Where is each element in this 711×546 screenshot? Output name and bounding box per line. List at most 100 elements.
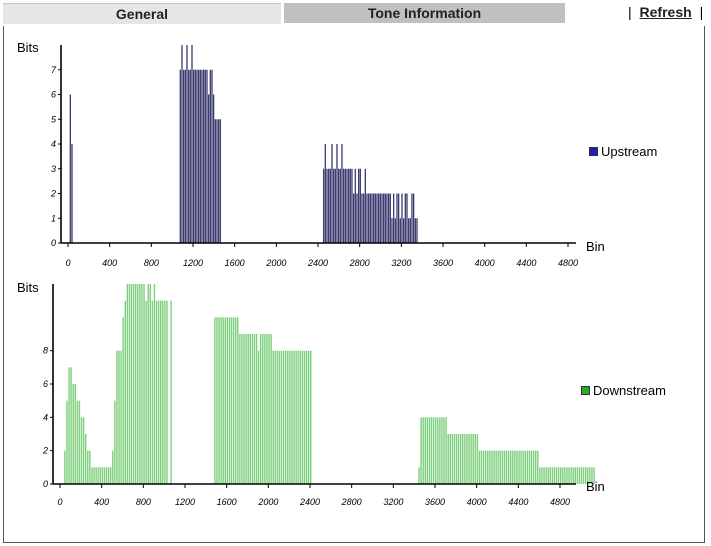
downstream-x-tick-label: 800 <box>136 497 151 507</box>
downstream-bar <box>420 417 422 484</box>
downstream-bar <box>557 467 560 484</box>
downstream-bar <box>478 450 481 484</box>
downstream-bar <box>541 467 543 484</box>
downstream-bar <box>220 317 222 484</box>
downstream-bar <box>280 350 283 484</box>
downstream-bar <box>451 434 454 484</box>
upstream-y-tick-label: 2 <box>50 189 56 199</box>
upstream-bar <box>204 69 206 243</box>
downstream-bar <box>214 317 216 484</box>
downstream-bar <box>430 417 433 484</box>
upstream-bar <box>388 193 390 243</box>
upstream-bar <box>189 69 191 243</box>
downstream-bar <box>72 384 74 484</box>
downstream-bar <box>418 467 420 484</box>
downstream-bar <box>153 284 156 484</box>
upstream-bar <box>326 168 328 243</box>
downstream-bar <box>239 334 241 484</box>
upstream-bar <box>389 193 391 243</box>
downstream-bar <box>266 334 268 484</box>
downstream-bar <box>507 450 510 484</box>
downstream-bar <box>157 300 160 484</box>
downstream-bar <box>295 350 297 484</box>
upstream-bar <box>368 193 370 243</box>
downstream-bar <box>80 417 83 484</box>
upstream-bar <box>403 218 405 243</box>
upstream-bar <box>364 168 366 243</box>
upstream-bar <box>71 144 73 243</box>
downstream-bar <box>449 434 451 484</box>
upstream-bar <box>199 69 201 243</box>
downstream-bar <box>535 450 537 484</box>
downstream-x-tick-label: 4400 <box>508 497 528 507</box>
upstream-bar <box>194 69 196 243</box>
downstream-bar <box>307 350 310 484</box>
downstream-bar <box>549 467 551 484</box>
upstream-x-tick-label: 1600 <box>225 258 245 268</box>
downstream-y-tick-label: 6 <box>43 379 48 389</box>
downstream-bar <box>555 467 558 484</box>
upstream-bar <box>414 218 416 243</box>
downstream-bar <box>457 434 460 484</box>
downstream-bar <box>270 334 272 484</box>
downstream-bar <box>472 434 474 484</box>
downstream-bar <box>89 450 91 484</box>
upstream-bar <box>323 168 325 243</box>
downstream-y-tick-label: 2 <box>42 446 48 456</box>
downstream-bar <box>228 317 231 484</box>
upstream-x-axis-label: Bin <box>586 239 605 254</box>
downstream-bar <box>501 450 504 484</box>
downstream-bar <box>582 467 585 484</box>
tab-tone-information[interactable]: Tone Information <box>284 3 565 23</box>
downstream-bar <box>78 400 81 484</box>
downstream-bar <box>287 350 289 484</box>
upstream-bar <box>203 69 205 243</box>
downstream-bar <box>491 450 493 484</box>
upstream-bar <box>198 69 200 243</box>
refresh-link[interactable]: Refresh <box>639 4 692 20</box>
downstream-bar <box>143 284 145 484</box>
downstream-bar <box>301 350 304 484</box>
downstream-bar <box>551 467 554 484</box>
downstream-bar <box>268 334 270 484</box>
upstream-bar <box>188 69 190 243</box>
upstream-x-tick-label: 2000 <box>265 258 286 268</box>
downstream-bar <box>151 300 154 484</box>
upstream-y-tick-label: 4 <box>51 139 56 149</box>
upstream-x-tick-label: 2400 <box>307 258 328 268</box>
downstream-bar <box>257 350 260 484</box>
downstream-bar <box>141 284 143 484</box>
upstream-bar <box>358 168 360 243</box>
downstream-bar <box>245 334 247 484</box>
downstream-bar <box>137 284 139 484</box>
upstream-x-tick-label: 1200 <box>183 258 203 268</box>
upstream-bar <box>366 193 368 243</box>
downstream-bar <box>422 417 424 484</box>
upstream-bar <box>384 193 386 243</box>
upstream-bar <box>408 218 410 243</box>
downstream-x-tick-label: 1200 <box>175 497 195 507</box>
tab-general[interactable]: General <box>3 3 281 24</box>
downstream-bar <box>139 284 141 484</box>
upstream-bar <box>376 193 378 243</box>
upstream-bar <box>206 69 208 243</box>
downstream-bar <box>85 434 87 484</box>
downstream-bar <box>464 434 466 484</box>
upstream-bar <box>356 193 358 243</box>
upstream-bar <box>193 69 195 243</box>
downstream-bar <box>530 450 533 484</box>
downstream-bar <box>526 450 529 484</box>
downstream-bar <box>230 317 233 484</box>
downstream-bar <box>224 317 226 484</box>
downstream-bar <box>505 450 508 484</box>
upstream-bar <box>354 168 356 243</box>
upstream-bar <box>398 193 400 243</box>
downstream-bar <box>562 467 564 484</box>
downstream-bar <box>543 467 545 484</box>
upstream-bar <box>361 193 363 243</box>
upstream-bar <box>211 69 213 243</box>
downstream-bar <box>70 367 72 484</box>
downstream-bar <box>251 334 254 484</box>
downstream-bar <box>91 467 93 484</box>
upstream-x-tick-label: 400 <box>102 258 117 268</box>
